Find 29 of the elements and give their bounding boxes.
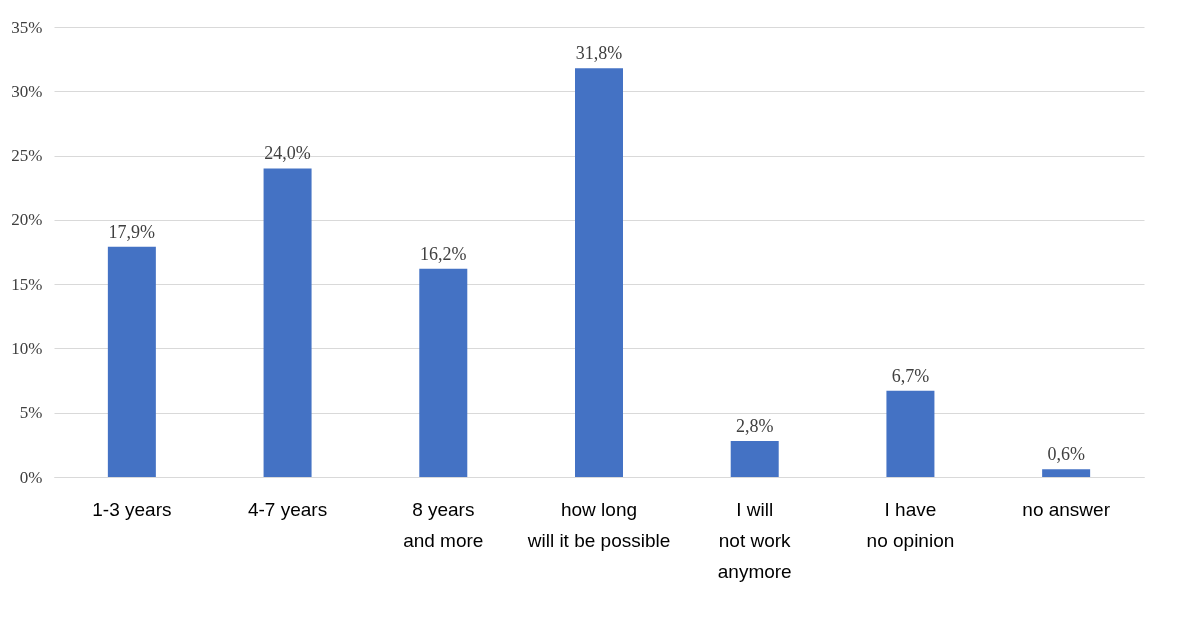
x-tick-label: how long will it be possible (526, 499, 671, 551)
x-tick-label: I have no opinion (866, 499, 955, 551)
data-label: 31,8% (575, 43, 623, 64)
bar (575, 68, 623, 477)
x-tick-label: 1-3 years (92, 499, 172, 520)
bar (419, 268, 468, 477)
bar (730, 441, 779, 477)
x-tick-label: 8 years and more (403, 499, 484, 551)
y-tick-label: 5% (19, 403, 43, 423)
x-tick-label: 4-7 years (247, 499, 328, 520)
data-label: 17,9% (108, 221, 156, 242)
bar (1042, 469, 1091, 477)
data-label: 16,2% (420, 243, 467, 264)
y-tick-label: 20% (11, 210, 43, 230)
bar (107, 246, 156, 477)
y-tick-label: 30% (11, 81, 43, 101)
bar (886, 390, 935, 477)
x-tick-label: no answer (1022, 499, 1111, 520)
data-label: 0,6% (1047, 444, 1085, 465)
data-label: 2,8% (735, 416, 774, 436)
y-tick-label: 10% (11, 338, 43, 358)
y-tick-label: 0% (19, 467, 43, 487)
y-tick-label: 15% (11, 274, 43, 294)
x-tick-label: I will not work anymore (717, 499, 792, 582)
data-label: 24,0% (264, 143, 311, 164)
y-tick-label: 35% (11, 17, 43, 37)
y-tick-label: 25% (11, 146, 43, 166)
data-label: 6,7% (891, 365, 930, 386)
bar (263, 168, 312, 477)
